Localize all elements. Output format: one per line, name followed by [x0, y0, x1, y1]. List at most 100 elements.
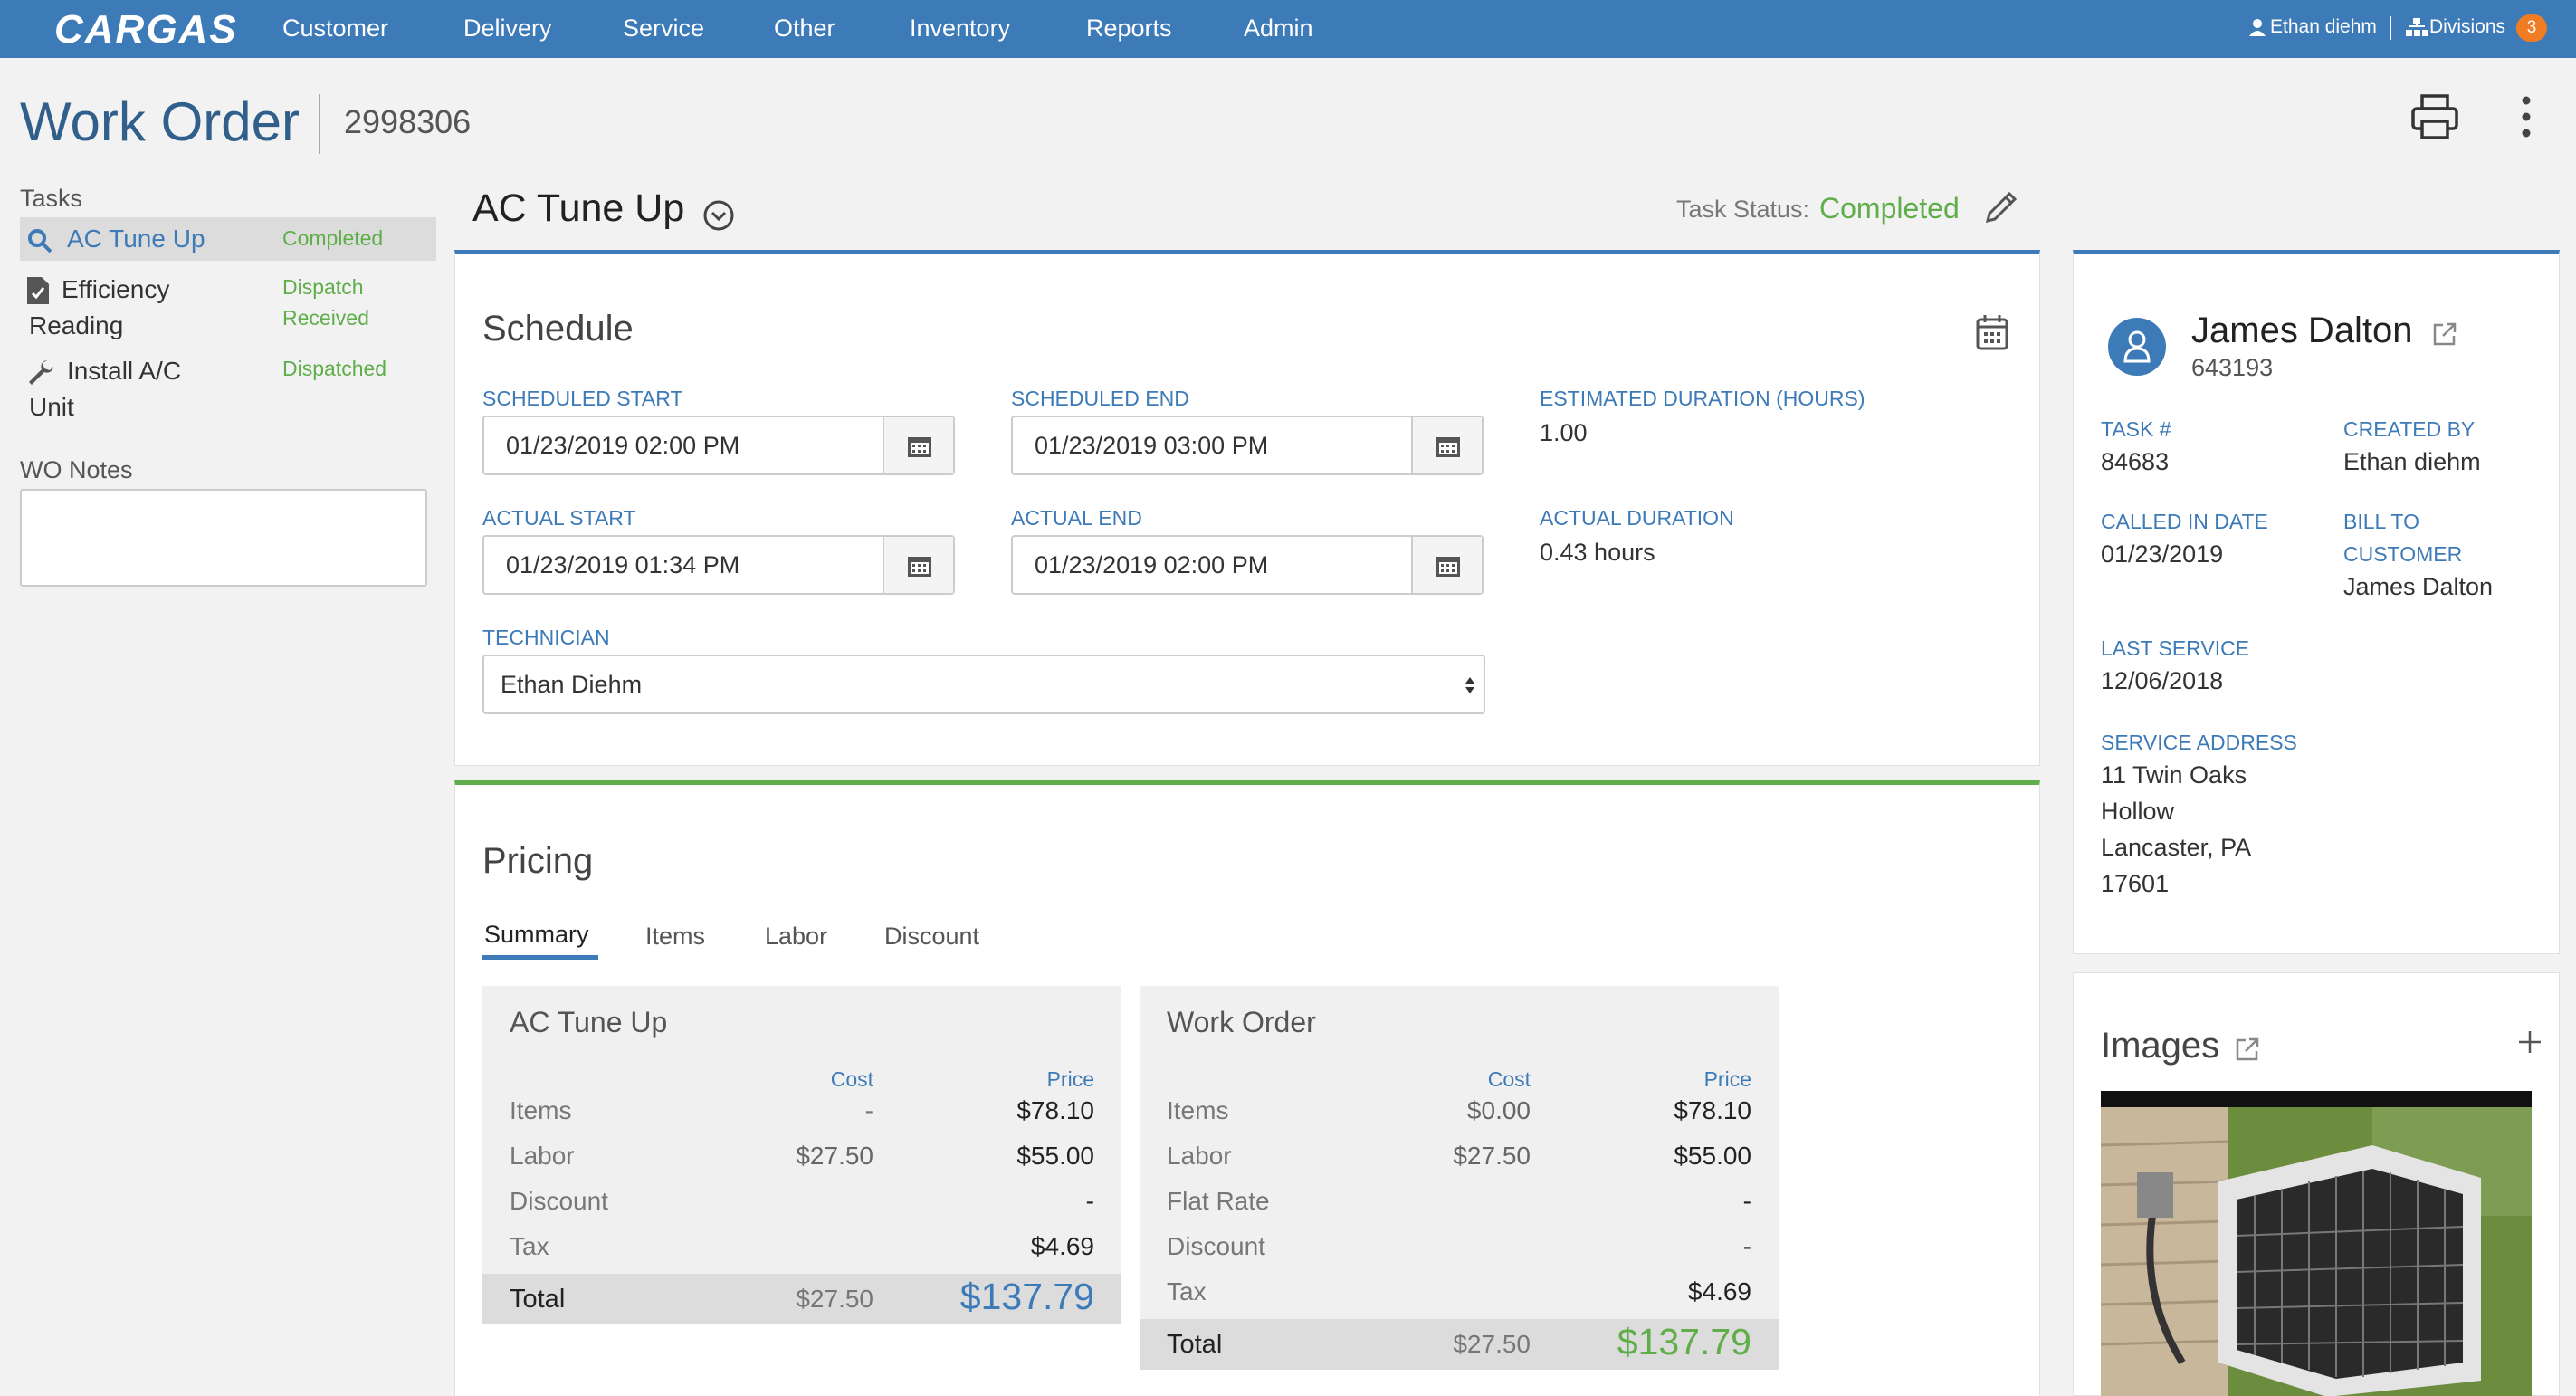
row-label: Items	[1167, 1096, 1229, 1124]
total-price: $137.79	[959, 1276, 1094, 1317]
scheduled-end-calendar-button[interactable]	[1411, 417, 1482, 473]
tab-summary-underline	[482, 955, 598, 960]
wo-notes-textarea[interactable]	[20, 489, 427, 587]
scheduled-start-input[interactable]: 01/23/2019 02:00 PM	[482, 416, 955, 475]
scheduled-end-input[interactable]: 01/23/2019 03:00 PM	[1011, 416, 1484, 475]
page-title: Work Order	[20, 91, 300, 152]
row-cost: $27.50	[796, 1142, 873, 1170]
task-label: AC Tune Up	[67, 225, 205, 253]
address-line: 11 Twin Oaks	[2101, 761, 2247, 789]
task-dropdown-icon[interactable]	[702, 199, 735, 236]
row-price: $55.00	[1016, 1142, 1094, 1170]
customer-id: 643193	[2191, 354, 2274, 381]
divisions-menu[interactable]: Divisions	[2429, 16, 2506, 37]
tab-items[interactable]: Items	[645, 923, 706, 950]
technician-label: TECHNICIAN	[482, 626, 610, 649]
row-price: $4.69	[1687, 1277, 1751, 1305]
est-duration-label: ESTIMATED DURATION (HOURS)	[1540, 387, 1865, 410]
print-icon[interactable]	[2411, 94, 2458, 144]
row-price: $4.69	[1030, 1232, 1094, 1260]
task-label: Efficiency	[62, 275, 170, 303]
row-price: $55.00	[1674, 1142, 1751, 1170]
task-status: Dispatch	[282, 275, 364, 299]
nav-divider	[2390, 16, 2391, 40]
nav-reports[interactable]: Reports	[1086, 14, 1172, 42]
bill-to-label: BILL TO	[2343, 510, 2419, 533]
actual-start-calendar-button[interactable]	[883, 537, 953, 593]
pricing-title: Pricing	[482, 841, 594, 881]
row-label: Tax	[1167, 1277, 1207, 1305]
scheduled-start-calendar-button[interactable]	[883, 417, 953, 473]
nav-customer[interactable]: Customer	[282, 14, 389, 42]
row-price: -	[1742, 1187, 1751, 1215]
calendar-icon[interactable]	[1976, 314, 2008, 355]
last-service-label: LAST SERVICE	[2101, 636, 2250, 660]
schedule-title: Schedule	[482, 309, 634, 349]
nav-other[interactable]: Other	[774, 14, 835, 42]
row-price: -	[1742, 1232, 1751, 1260]
user-icon	[2248, 18, 2266, 42]
actual-end-value: 01/23/2019 02:00 PM	[1035, 551, 1269, 578]
nav-admin[interactable]: Admin	[1244, 14, 1313, 42]
last-service-value: 12/06/2018	[2101, 667, 2224, 694]
row-label: Labor	[510, 1142, 575, 1170]
add-image-icon[interactable]	[2517, 1029, 2543, 1059]
edit-pencil-icon[interactable]	[1982, 188, 2020, 231]
actual-start-label: ACTUAL START	[482, 506, 636, 530]
tab-summary[interactable]: Summary	[484, 921, 589, 948]
divisions-icon	[2406, 18, 2428, 42]
actual-end-calendar-button[interactable]	[1411, 537, 1482, 593]
actual-end-label: ACTUAL END	[1011, 506, 1142, 530]
technician-value: Ethan Diehm	[501, 671, 643, 698]
task-item-install-ac-unit[interactable]: Install A/C Unit Dispatched	[20, 353, 436, 429]
service-address-label: SERVICE ADDRESS	[2101, 731, 2297, 754]
nav-delivery[interactable]: Delivery	[463, 14, 552, 42]
external-link-icon[interactable]	[2235, 1037, 2260, 1066]
top-nav-bar: CARGAS Customer Delivery Service Other I…	[0, 0, 2576, 58]
row-cost: $27.50	[1453, 1142, 1531, 1170]
external-link-icon[interactable]	[2432, 321, 2457, 351]
task-item-ac-tune-up[interactable]: AC Tune Up Completed	[20, 217, 436, 261]
wo-summary-title: Work Order	[1167, 1006, 1316, 1038]
tab-labor[interactable]: Labor	[765, 923, 828, 950]
task-title: AC Tune Up	[472, 186, 685, 230]
task-label-line2: Unit	[29, 393, 74, 421]
actual-end-input[interactable]: 01/23/2019 02:00 PM	[1011, 535, 1484, 595]
task-status-line2: Received	[282, 306, 369, 330]
tab-discount[interactable]: Discount	[884, 923, 980, 950]
task-label: Install A/C	[67, 357, 182, 385]
user-menu[interactable]: Ethan diehm	[2270, 16, 2377, 37]
divisions-count-badge: 3	[2516, 14, 2547, 42]
select-arrows-icon	[1465, 677, 1474, 693]
called-in-label: CALLED IN DATE	[2101, 510, 2268, 533]
actual-start-input[interactable]: 01/23/2019 01:34 PM	[482, 535, 955, 595]
total-row: Total $27.50 $137.79	[1140, 1319, 1779, 1370]
nav-inventory[interactable]: Inventory	[910, 14, 1011, 42]
schedule-card: Schedule SCHEDULED START 01/23/2019 02:0…	[454, 250, 2040, 766]
row-label: Tax	[510, 1232, 549, 1260]
cargas-logo[interactable]: CARGAS	[54, 7, 238, 52]
user-icon	[2123, 330, 2151, 363]
nav-service[interactable]: Service	[623, 14, 705, 42]
total-row: Total $27.50 $137.79	[482, 1274, 1121, 1324]
row-cost: $0.00	[1466, 1096, 1531, 1124]
bill-to-value: James Dalton	[2343, 573, 2494, 600]
scheduled-start-value: 01/23/2019 02:00 PM	[506, 432, 740, 459]
more-options-icon[interactable]	[2522, 96, 2531, 142]
cost-header: Cost	[830, 1067, 873, 1091]
pricing-card: Pricing Summary Items Labor Discount AC …	[454, 780, 2040, 1396]
row-label: Items	[510, 1096, 572, 1124]
task-summary-title: AC Tune Up	[510, 1006, 668, 1038]
task-label-line2: Reading	[29, 311, 124, 339]
technician-select[interactable]: Ethan Diehm	[482, 655, 1485, 714]
ac-unit-photo[interactable]	[2101, 1091, 2532, 1396]
row-cost: -	[864, 1096, 873, 1124]
search-icon	[27, 228, 52, 258]
customer-name[interactable]: James Dalton	[2191, 311, 2413, 350]
actual-start-value: 01/23/2019 01:34 PM	[506, 551, 740, 578]
total-price: $137.79	[1617, 1321, 1751, 1363]
total-label: Total	[510, 1285, 566, 1314]
calendar-icon	[908, 557, 931, 577]
task-item-efficiency-reading[interactable]: Efficiency Reading Dispatch Received	[20, 272, 436, 348]
called-in-value: 01/23/2019	[2101, 540, 2224, 568]
